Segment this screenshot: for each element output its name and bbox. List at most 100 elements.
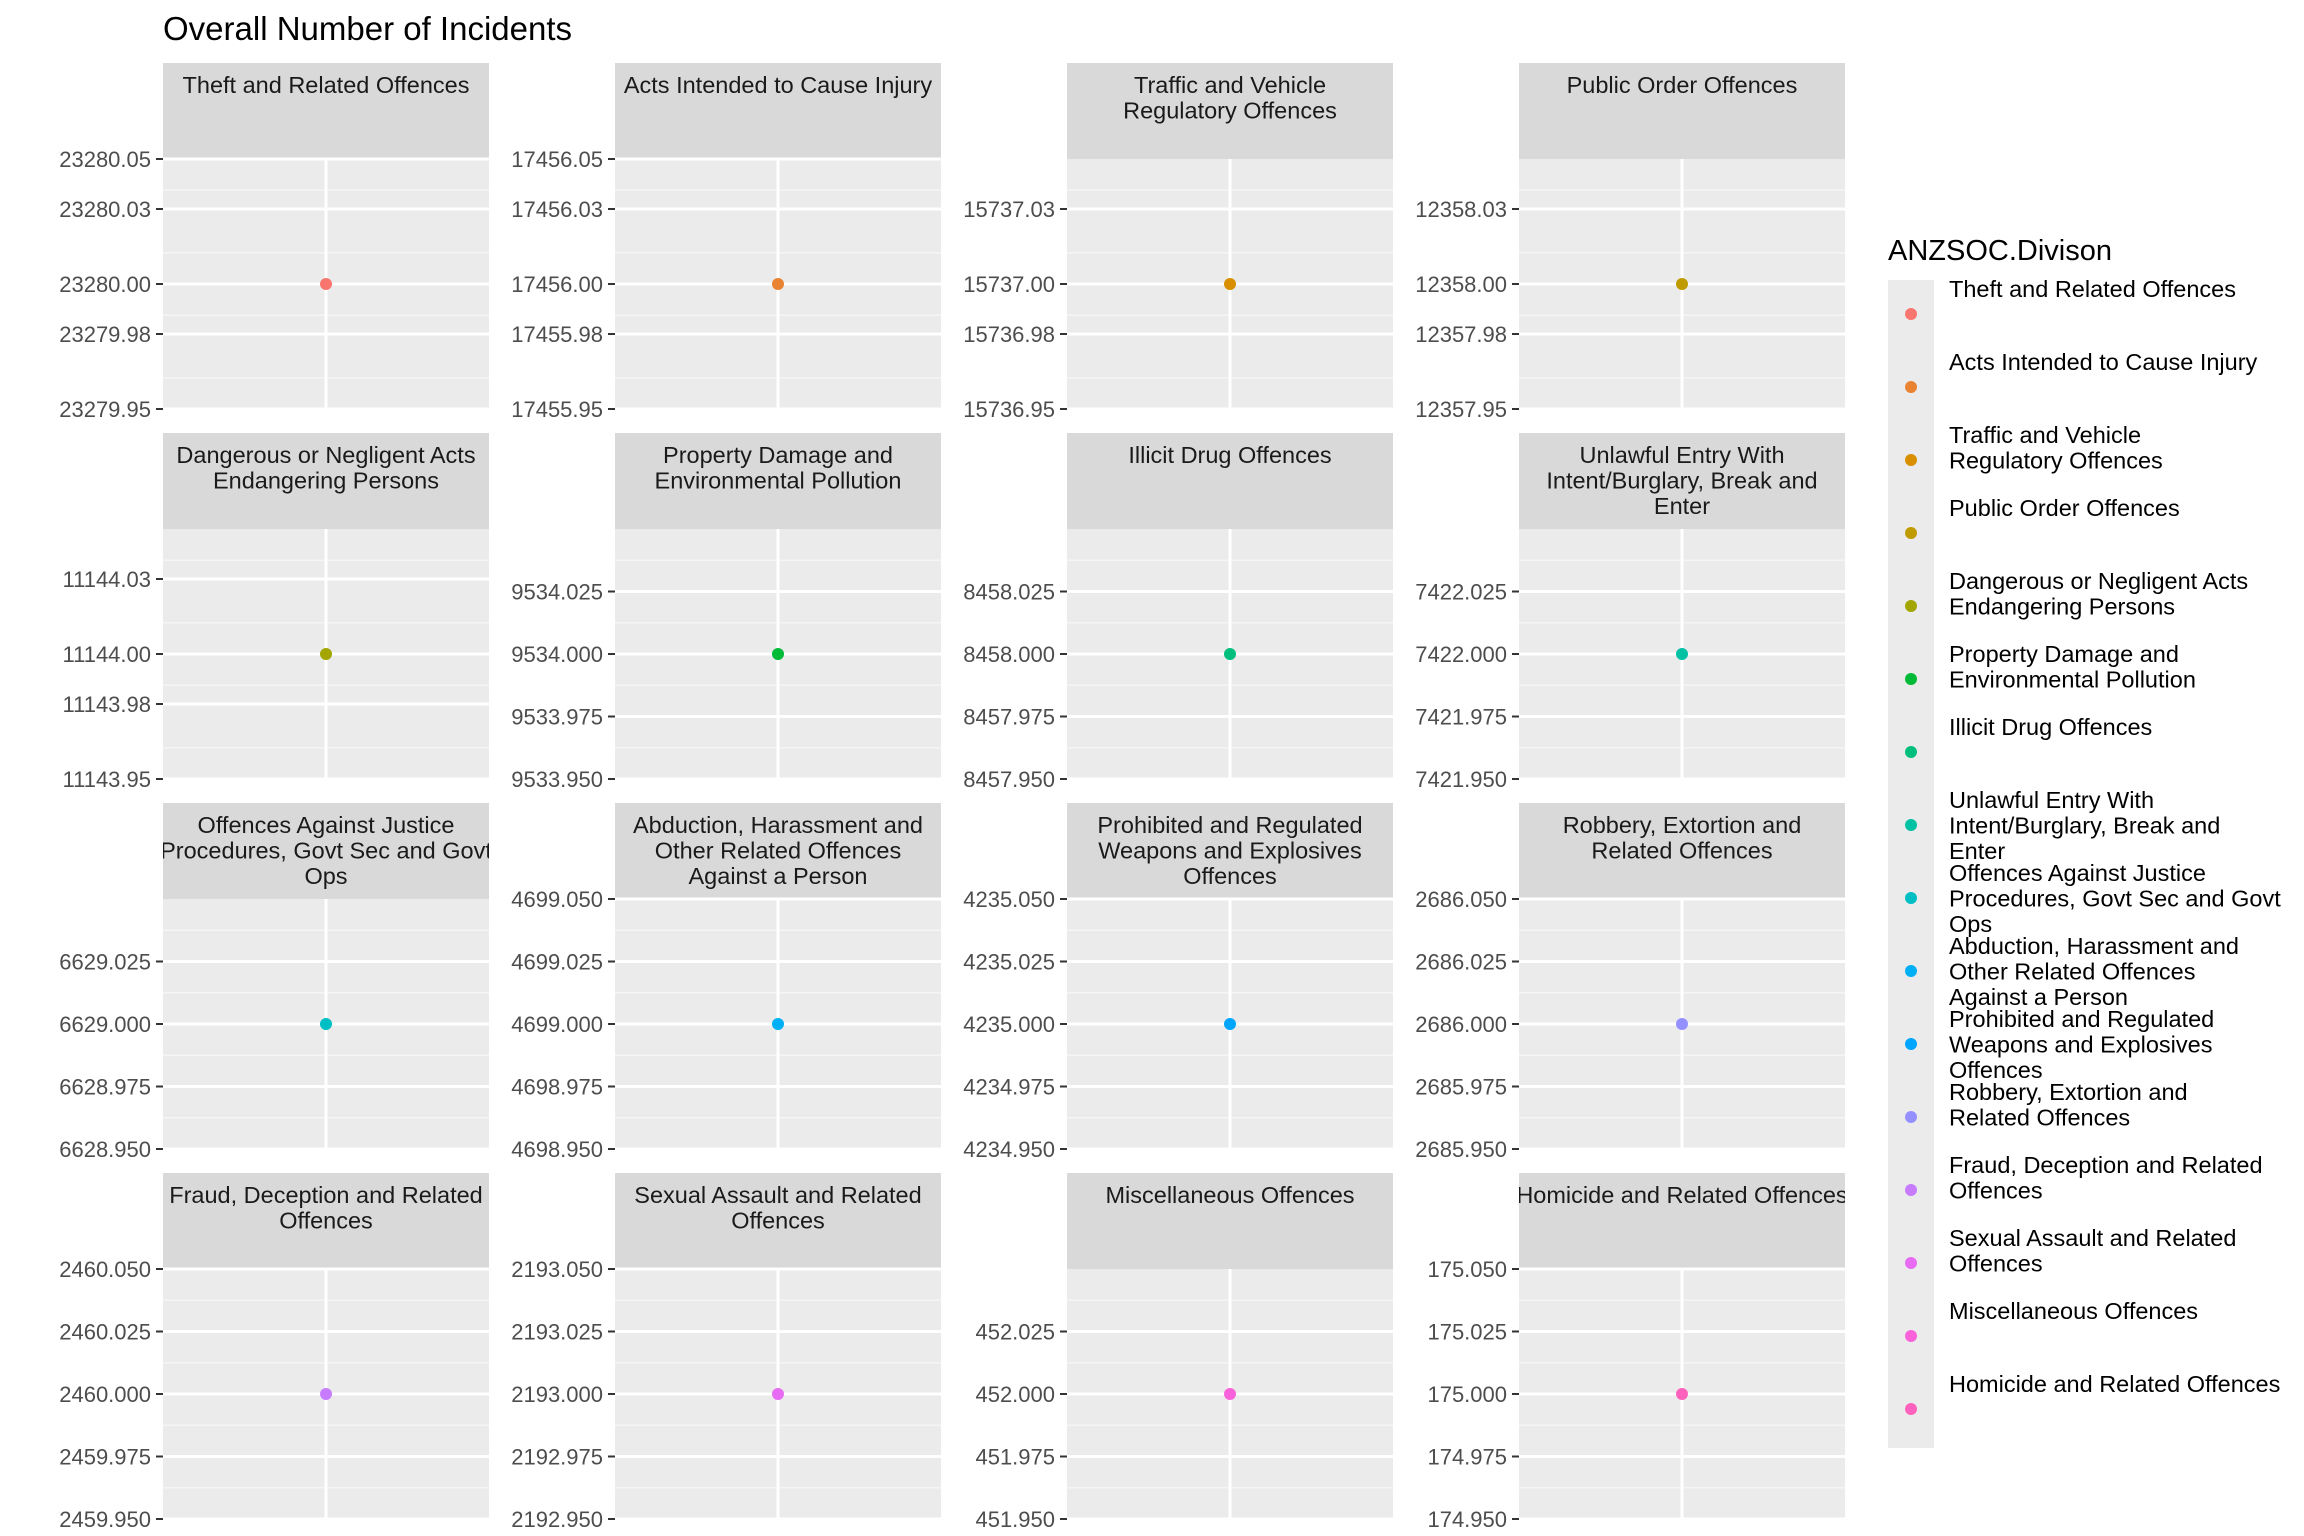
facet-strip (163, 63, 489, 159)
legend-label: Offences (1949, 1057, 2043, 1083)
y-tick-label: 452.025 (975, 1320, 1055, 1345)
facet-strip (1067, 1173, 1393, 1269)
y-tick-label: 6629.000 (59, 1012, 151, 1037)
y-tick-label: 23279.95 (59, 397, 151, 422)
legend-label: Related Offences (1949, 1105, 2130, 1131)
y-tick-label: 174.950 (1427, 1507, 1507, 1532)
facet-strip-label: Property Damage and (663, 442, 893, 468)
facet-strip (1519, 1173, 1845, 1269)
data-point (1224, 648, 1236, 660)
y-tick-label: 2460.000 (59, 1382, 151, 1407)
y-tick-label: 15737.03 (963, 197, 1055, 222)
y-tick-label: 12358.00 (1415, 272, 1507, 297)
facet-strip-label: Regulatory Offences (1123, 98, 1337, 124)
facet-strip-label: Illicit Drug Offences (1128, 442, 1331, 468)
legend-key-point (1905, 965, 1917, 977)
y-tick-label: 2193.000 (511, 1382, 603, 1407)
facet-panel: Miscellaneous Offences 451.950 451.975 452.… (975, 1173, 1393, 1532)
facet-strip (615, 1173, 941, 1269)
y-tick-label: 2686.050 (1415, 887, 1507, 912)
facet-strip-label: Offences (731, 1208, 825, 1234)
y-tick-label: 2686.025 (1415, 950, 1507, 975)
facet-strip-label: Ops (304, 863, 347, 889)
y-tick-label: 452.000 (975, 1382, 1055, 1407)
y-tick-label: 175.000 (1427, 1382, 1507, 1407)
facet-strip-label: Procedures, Govt Sec and Govt (160, 838, 492, 864)
y-tick-label: 2460.050 (59, 1257, 151, 1282)
facet-strip (163, 1173, 489, 1269)
legend-label: Abduction, Harassment and (1949, 933, 2239, 959)
legend-key-point (1905, 454, 1917, 466)
y-tick-label: 12358.03 (1415, 197, 1507, 222)
facet-strip (1519, 803, 1845, 899)
facet-strip-label: Homicide and Related Offences (1516, 1182, 1847, 1208)
legend-label: Weapons and Explosives (1949, 1032, 2212, 1058)
y-tick-label: 175.025 (1427, 1320, 1507, 1345)
chart-title: Overall Number of Incidents (163, 10, 572, 47)
y-tick-label: 9533.975 (511, 705, 603, 730)
legend-label: Illicit Drug Offences (1949, 714, 2152, 740)
y-tick-label: 4235.050 (963, 887, 1055, 912)
facet-strip-label: Prohibited and Regulated (1097, 812, 1362, 838)
facet-strip-label: Dangerous or Negligent Acts (176, 442, 475, 468)
y-tick-label: 4235.025 (963, 950, 1055, 975)
legend-key-point (1905, 1184, 1917, 1196)
legend-label: Offences Against Justice (1949, 860, 2206, 886)
y-tick-label: 2459.975 (59, 1445, 151, 1470)
y-tick-label: 2460.025 (59, 1320, 151, 1345)
legend-key-point (1905, 1038, 1917, 1050)
facet-panel: Homicide and Related Offences 174.950 174.… (1427, 1173, 1847, 1532)
facet-strip-label: Related Offences (1591, 838, 1772, 864)
facet-strip-label: Offences Against Justice (198, 812, 455, 838)
legend-key-point (1905, 819, 1917, 831)
legend-key-point (1905, 308, 1917, 320)
y-tick-label: 451.950 (975, 1507, 1055, 1532)
y-tick-label: 8458.000 (963, 642, 1055, 667)
y-tick-label: 17456.00 (511, 272, 603, 297)
y-tick-label: 2192.975 (511, 1445, 603, 1470)
y-tick-label: 174.975 (1427, 1445, 1507, 1470)
legend-key-point (1905, 746, 1917, 758)
facet-strip-label: Theft and Related Offences (183, 72, 470, 98)
facet-strip (1067, 433, 1393, 529)
facet-panel: Theft and Related Offences 23279.95 23279.… (59, 63, 489, 422)
legend-item: Illicit Drug Offences (1905, 714, 2152, 758)
y-tick-label: 2193.025 (511, 1320, 603, 1345)
data-point (1224, 1018, 1236, 1030)
y-tick-label: 451.975 (975, 1445, 1055, 1470)
legend-label: Unlawful Entry With (1949, 787, 2154, 813)
legend-label: Dangerous or Negligent Acts (1949, 568, 2248, 594)
legend-item: Theft and Related Offences (1905, 276, 2236, 320)
legend-label: Intent/Burglary, Break and (1949, 813, 2220, 839)
y-tick-label: 7421.950 (1415, 767, 1507, 792)
y-tick-label: 23280.00 (59, 272, 151, 297)
facet-strip-label: Other Related Offences (655, 838, 901, 864)
legend-key-point (1905, 1403, 1917, 1415)
y-tick-label: 4698.975 (511, 1075, 603, 1100)
data-point (320, 278, 332, 290)
facet-strip-label: Intent/Burglary, Break and (1546, 468, 1817, 494)
data-point (772, 1388, 784, 1400)
legend-key-point (1905, 1257, 1917, 1269)
data-point (1676, 1018, 1688, 1030)
facet-strip-label: Public Order Offences (1567, 72, 1798, 98)
y-tick-label: 8457.950 (963, 767, 1055, 792)
data-point (320, 648, 332, 660)
y-tick-label: 7422.000 (1415, 642, 1507, 667)
y-tick-label: 15736.98 (963, 322, 1055, 347)
legend-key-background (1888, 280, 1934, 1448)
legend-label: Acts Intended to Cause Injury (1949, 349, 2258, 375)
facet-strip-label: Miscellaneous Offences (1105, 1182, 1354, 1208)
legend-key-point (1905, 527, 1917, 539)
